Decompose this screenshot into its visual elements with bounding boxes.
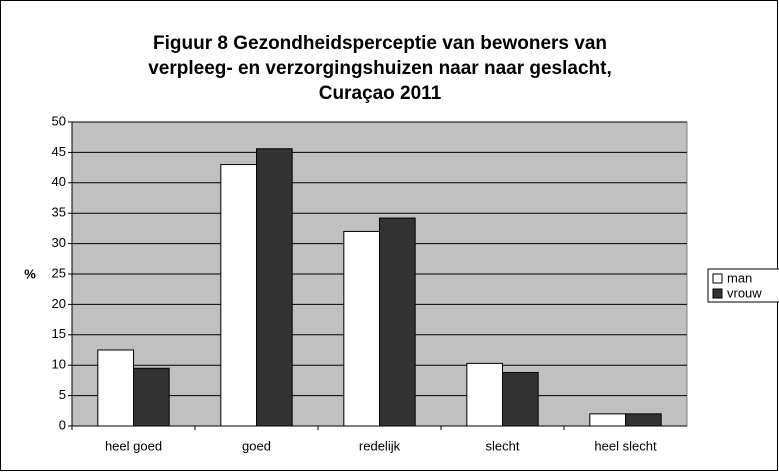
y-tick-label: 45 [52,144,66,159]
bar [625,413,662,427]
legend-swatch [712,288,723,299]
y-tick-label: 10 [52,357,66,372]
chart-title: verpleeg- en verzorgingshuizen naar naar… [148,58,612,79]
y-axis-label: % [24,266,36,281]
bar [343,230,380,427]
bar [256,148,293,427]
x-tick-label: redelijk [359,438,401,453]
x-tick-label: goed [242,438,271,453]
bar [133,367,170,427]
legend-swatch [712,273,723,284]
x-tick-label: slecht [486,438,520,453]
bar [502,371,539,427]
y-tick-label: 20 [52,296,66,311]
chart-title: Figuur 8 Gezondheidsperceptie van bewone… [153,33,607,54]
legend-label: man [727,270,752,285]
y-tick-label: 30 [52,235,66,250]
bar [379,217,416,427]
y-tick-label: 25 [52,265,66,280]
y-tick-label: 50 [52,113,66,128]
bar [220,164,257,427]
y-tick-label: 40 [52,174,66,189]
y-tick-label: 5 [59,387,66,402]
x-tick-label: heel goed [105,438,162,453]
bar [466,362,503,427]
x-tick-label: heel slecht [594,438,657,453]
y-tick-label: 35 [52,205,66,220]
chart-title: Curaçao 2011 [319,83,442,104]
bar [97,349,134,427]
bar [589,413,627,427]
y-tick-label: 15 [52,326,66,341]
legend-label: vrouw [727,285,762,300]
y-tick-label: 0 [59,417,66,432]
